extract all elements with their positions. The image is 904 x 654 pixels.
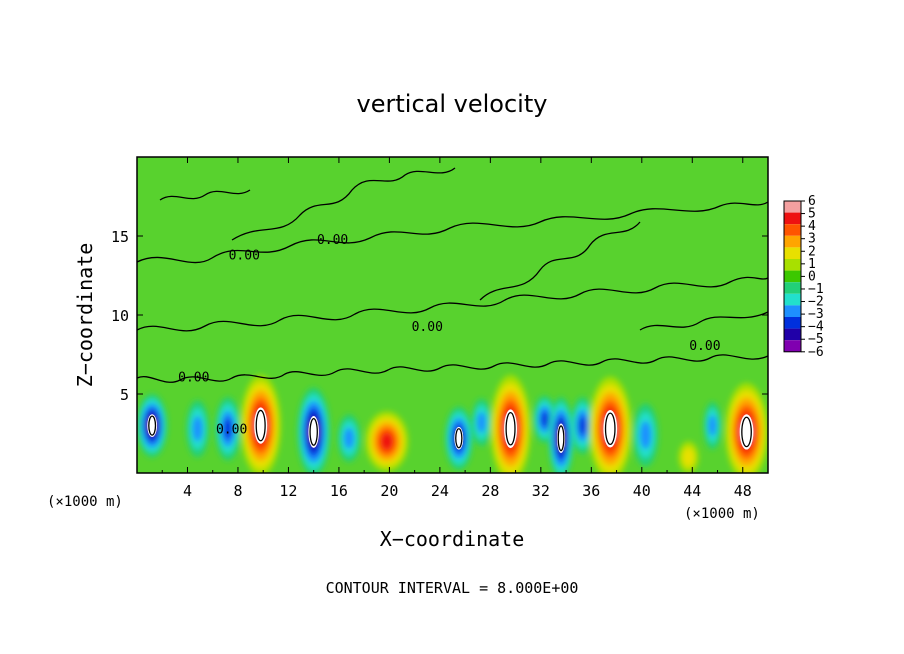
y-tick-label: 10: [111, 307, 129, 325]
x-unit-left: (×1000 m): [47, 494, 123, 510]
velocity-cell-downdraft: [223, 417, 233, 440]
x-tick-label: 8: [233, 482, 242, 500]
core-contour: [309, 417, 318, 446]
colorbar-swatch: [784, 305, 801, 317]
contour-label: 0.00: [689, 339, 720, 354]
y-tick-label: 5: [120, 386, 129, 404]
core-contour: [505, 411, 516, 446]
colorbar-swatch: [784, 224, 801, 236]
x-tick-label: 40: [633, 482, 651, 500]
velocity-cell-downdraft: [708, 415, 717, 437]
colorbar-label: 0: [808, 269, 816, 284]
colorbar-swatch: [784, 282, 801, 294]
contour-label: 0.00: [216, 423, 247, 438]
x-tick-label: 4: [183, 482, 192, 500]
x-tick-label: 12: [279, 482, 297, 500]
colorbar-label: 5: [808, 207, 816, 222]
colorbar-label: 6: [808, 194, 816, 209]
contour-label: 0.00: [317, 233, 348, 248]
zero-contour: [159, 189, 251, 201]
colorbar-label: 1: [808, 257, 816, 272]
colorbar-swatch: [784, 328, 801, 341]
zero-contour: [137, 201, 768, 264]
zero-contour: [137, 354, 768, 383]
colorbar-swatch: [784, 340, 801, 352]
velocity-cell-updraft: [380, 432, 394, 450]
x-tick-label: 24: [431, 482, 449, 500]
contour-interval-note: CONTOUR INTERVAL = 8.000E+00: [326, 579, 579, 597]
velocity-cell-downdraft: [578, 415, 587, 436]
core-contour: [741, 416, 752, 448]
colorbar-label: 3: [808, 232, 816, 247]
core-contour: [604, 412, 616, 446]
colorbar-label: −6: [808, 345, 824, 360]
colorbar-label: 2: [808, 244, 816, 259]
zero-contour: [137, 276, 768, 332]
chart-title: vertical velocity: [357, 90, 548, 118]
core-contours: [148, 409, 752, 452]
velocity-cell-downdraft: [540, 411, 549, 428]
x-tick-label: 36: [582, 482, 600, 500]
zero-contour: [639, 311, 768, 331]
velocity-cell-downdraft: [639, 421, 652, 450]
x-tick-label: 32: [532, 482, 550, 500]
core-contour: [455, 428, 463, 449]
x-tick-label: 20: [380, 482, 398, 500]
plot-area: 0.00 0.00 0.00 0.00 0.00 0.00: [136, 156, 769, 474]
x-unit-right: (×1000 m): [684, 506, 760, 522]
velocity-cell-downdraft: [192, 416, 203, 442]
x-axis: 4 8 12 16 20 24 28 32 36 40 44 48: [161, 157, 752, 500]
colorbar-swatch: [784, 212, 801, 225]
colorbar-label: −1: [808, 282, 824, 297]
core-contour: [557, 425, 565, 452]
contour-label: 0.00: [178, 370, 209, 385]
x-axis-label: X−coordinate: [380, 527, 525, 551]
core-contour: [255, 409, 266, 442]
contour-lines: [137, 167, 768, 383]
colorbar-swatch: [784, 247, 801, 259]
y-axis-label: Z−coordinate: [73, 243, 97, 388]
colorbar-swatch: [784, 201, 801, 213]
contour-label: 0.00: [412, 320, 443, 335]
colorbar-label: −3: [808, 307, 824, 322]
velocity-cell-downdraft: [343, 427, 355, 449]
colorbar-label: −2: [808, 295, 824, 310]
x-tick-label: 16: [330, 482, 348, 500]
colorbar-swatch: [784, 293, 801, 306]
colorbar-label: 4: [808, 219, 816, 234]
velocity-cell-downdraft: [477, 411, 487, 433]
colorbar-swatch: [784, 270, 801, 283]
x-tick-label: 28: [481, 482, 499, 500]
zero-contour: [231, 167, 456, 241]
colorbar-swatch: [784, 259, 801, 271]
colorbar-label: −4: [808, 320, 824, 335]
colorbar-swatch: [784, 235, 801, 248]
y-axis: 5 10 15: [111, 228, 768, 404]
x-tick-label: 44: [683, 482, 701, 500]
colorbar-label: −5: [808, 332, 824, 347]
velocity-cell-updraft: [682, 447, 695, 467]
contour-label: 0.00: [229, 249, 260, 264]
x-tick-label: 48: [734, 482, 752, 500]
colorbar-swatch: [784, 317, 801, 329]
zero-contour: [479, 221, 641, 301]
y-tick-label: 15: [111, 228, 129, 246]
contour-labels: 0.00 0.00 0.00 0.00 0.00 0.00: [178, 233, 720, 438]
core-contour: [148, 415, 157, 436]
